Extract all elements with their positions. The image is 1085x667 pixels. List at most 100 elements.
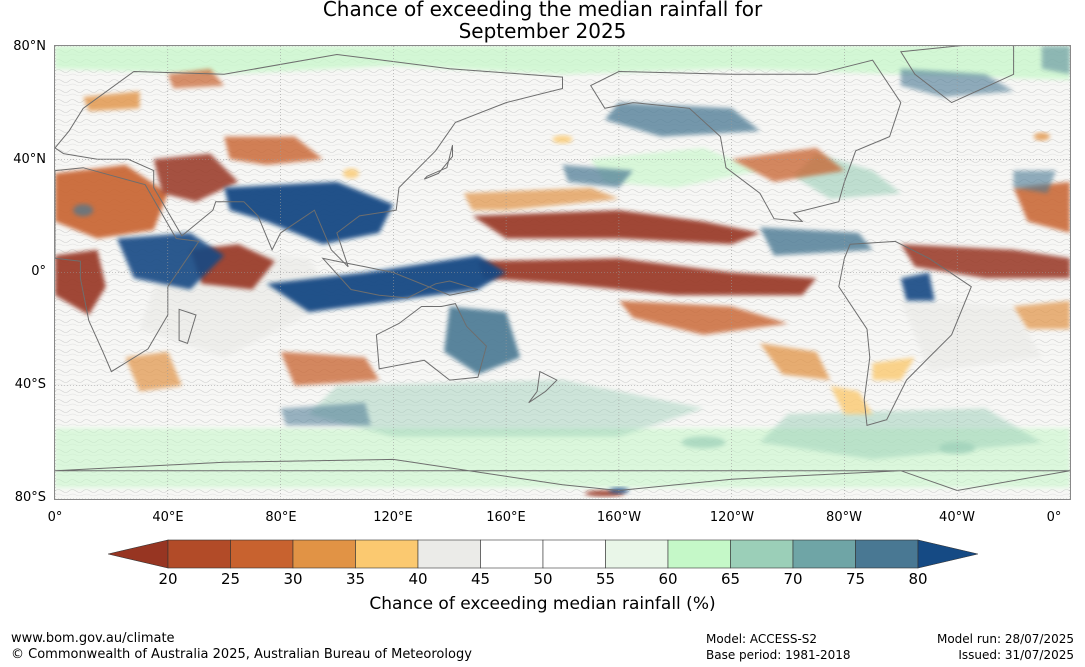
coastline-japan [423, 144, 453, 180]
lon-label-120e: 120°E [373, 510, 413, 525]
wet-anomaly [604, 102, 760, 137]
colorbar-tick-label: 55 [595, 570, 616, 588]
footer-model-run: Model run: 28/07/2025 [936, 632, 1074, 646]
colorbar-tick-label: 75 [845, 570, 866, 588]
wet-anomaly [759, 227, 873, 256]
lat-label-40s: 40°S [14, 377, 46, 392]
neutral-area [900, 300, 1042, 372]
dry-anomaly [343, 168, 360, 179]
colorbar-segment [605, 539, 669, 569]
footer-copyright: © Commonwealth of Australia 2025, Austra… [11, 647, 472, 662]
footer-issued: Issued: 31/07/2025 [958, 648, 1074, 662]
dry-anomaly [900, 244, 1070, 279]
map-title: Chance of exceeding the median rainfall … [0, 0, 1085, 42]
title-line-2: September 2025 [458, 19, 627, 43]
dry-anomaly [153, 153, 239, 202]
colorbar-tick-label: 30 [283, 570, 303, 588]
dry-anomaly [552, 135, 573, 144]
lon-label-160w: 160°W [596, 510, 642, 525]
colorbar-segment [355, 539, 419, 569]
colorbar-tick-label: 35 [345, 570, 366, 588]
colorbar-tick-label: 65 [720, 570, 741, 588]
lon-label-120w: 120°W [709, 510, 755, 525]
wet-anomaly [266, 255, 507, 313]
wet-anomaly [444, 306, 521, 375]
coastline-south-america [838, 240, 972, 427]
wet-anomaly [590, 147, 760, 188]
colorbar-tick-label: 50 [533, 570, 553, 588]
colorbar-tick-label: 40 [408, 570, 428, 588]
wet-anomaly [55, 46, 1070, 80]
colorbar-segment [480, 539, 544, 569]
lon-label-40e: 40°E [152, 510, 184, 525]
title-line-1: Chance of exceeding the median rainfall … [322, 0, 763, 21]
dry-anomaly [731, 147, 845, 182]
wet-anomaly [117, 232, 225, 290]
dry-anomaly [463, 187, 619, 211]
footer-base-period: Base period: 1981-2018 [706, 648, 851, 662]
wet-anomaly [280, 402, 371, 426]
rainfall-map-svg [55, 46, 1070, 499]
lat-label-40n: 40°N [13, 152, 46, 167]
lon-label-80e: 80°E [265, 510, 297, 525]
dry-anomaly [1013, 300, 1070, 330]
coastlines [55, 46, 1070, 492]
colorbar-tick-label: 45 [470, 570, 491, 588]
lat-label-80n: 80°N [13, 39, 46, 54]
wet-anomaly [308, 380, 704, 437]
dry-anomaly [83, 91, 140, 112]
lat-label-equator: 0° [31, 264, 46, 279]
dry-anomaly [1013, 181, 1070, 233]
colorbar-tick-label: 60 [658, 570, 678, 588]
dry-anomaly [477, 258, 817, 296]
coastline-eurasia [55, 53, 563, 268]
wet-anomaly [562, 164, 633, 188]
colorbar-segment [730, 539, 794, 569]
dry-anomaly [830, 385, 873, 415]
dry-anomaly [872, 357, 915, 381]
colorbar-tick-label: 20 [158, 570, 178, 588]
wet-anomaly [224, 181, 394, 245]
coastline-new-zealand [528, 370, 558, 404]
lon-label-0-right: 0° [1046, 510, 1062, 525]
colorbar-segment [292, 539, 356, 569]
wet-anomaly [1041, 46, 1070, 75]
colorbar-segment [667, 539, 731, 569]
coastline-greenland [899, 46, 1015, 104]
coastline-antarctica [55, 458, 1070, 492]
wet-anomaly [73, 204, 94, 217]
dry-anomaly [618, 300, 789, 335]
footer-url[interactable]: www.bom.gov.au/climate [11, 631, 175, 646]
dry-anomaly [1033, 132, 1050, 141]
dry-anomaly [472, 210, 760, 245]
coastline-madagascar [178, 308, 197, 344]
colorbar-segment [417, 539, 481, 569]
dry-anomaly [759, 343, 831, 381]
wet-anomaly [681, 436, 726, 449]
lon-label-80w: 80°W [826, 510, 862, 525]
wet-anomaly [1013, 170, 1056, 194]
wet-anomaly [900, 272, 935, 301]
colorbar-extend-high [917, 539, 978, 569]
colorbar [108, 539, 978, 569]
colorbar-segment [855, 539, 919, 569]
footer-model: Model: ACCESS-S2 [706, 632, 818, 646]
coastline-africa [55, 167, 200, 373]
colorbar-segment [167, 539, 231, 569]
coastline-north-america [589, 59, 902, 223]
colorbar-segment [230, 539, 294, 569]
dry-anomaly [55, 249, 106, 315]
colorbar-title: Chance of exceeding median rainfall (%) [369, 594, 716, 614]
gridlines [55, 46, 1070, 499]
lon-label-40w: 40°W [939, 510, 975, 525]
lat-label-80s: 80°S [14, 490, 46, 505]
lon-label-0: 0° [47, 510, 63, 525]
colorbar-extend-low [108, 539, 169, 569]
colorbar-tick-label: 80 [908, 570, 928, 588]
rainfall-fields [55, 46, 1070, 497]
colorbar-tick-label: 70 [783, 570, 803, 588]
dry-anomaly [280, 351, 380, 386]
coastline-indonesia [321, 257, 479, 299]
colorbar-segment [792, 539, 856, 569]
rainfall-map [54, 45, 1071, 500]
